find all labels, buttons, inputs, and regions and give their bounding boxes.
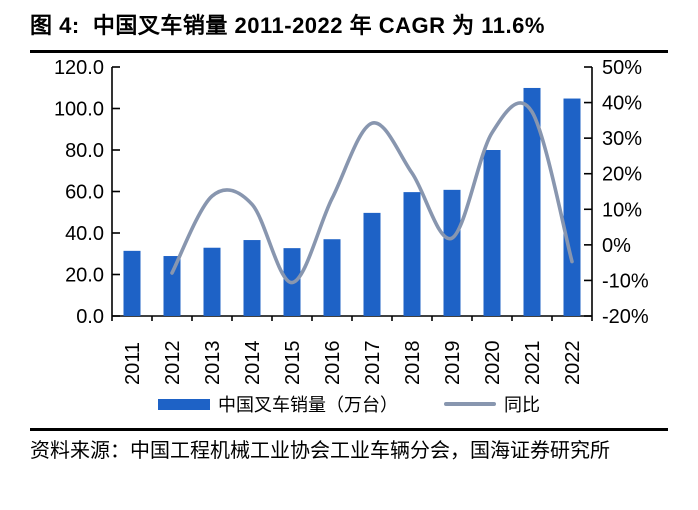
footer-rule xyxy=(30,428,668,431)
x-axis-label-2019: 2019 xyxy=(442,341,464,386)
x-axis-label-2016: 2016 xyxy=(322,341,344,386)
x-axis-label-2018: 2018 xyxy=(402,341,424,386)
x-axis-label-2013: 2013 xyxy=(202,341,224,386)
bar-2022 xyxy=(563,98,581,316)
right-axis-label: 20% xyxy=(602,164,642,186)
x-axis-label-2020: 2020 xyxy=(482,341,504,386)
left-axis-label: 0.0 xyxy=(76,306,104,328)
left-axis-label: 80.0 xyxy=(65,140,104,162)
bar-2021 xyxy=(523,87,541,316)
figure-title: 图 4: 中国叉车销量 2011-2022 年 CAGR 为 11.6% xyxy=(30,13,545,38)
bar-2013 xyxy=(203,247,221,316)
x-axis-label-2011: 2011 xyxy=(122,342,144,385)
bar-2018 xyxy=(403,192,421,316)
source-note: 资料来源：中国工程机械工业协会工业车辆分会，国海证券研究所 xyxy=(30,440,610,462)
bar-2014 xyxy=(243,240,261,316)
right-axis-label: -20% xyxy=(602,306,649,328)
left-axis-label: 40.0 xyxy=(65,223,104,245)
legend-item-yoy: 同比 xyxy=(444,391,540,417)
x-axis-label-2015: 2015 xyxy=(282,341,304,386)
left-axis-label: 120.0 xyxy=(54,57,104,79)
bar-2012 xyxy=(163,256,181,316)
x-axis-label-2017: 2017 xyxy=(362,341,384,386)
bar-2017 xyxy=(363,212,381,316)
right-axis-label: 10% xyxy=(602,199,642,221)
bar-2011 xyxy=(123,250,141,316)
chart-legend: 中国叉车销量（万台） 同比 xyxy=(0,390,698,418)
left-axis-label: 60.0 xyxy=(65,182,104,204)
right-axis-label: 50% xyxy=(602,57,642,79)
x-axis-label-2022: 2022 xyxy=(562,341,584,386)
legend-label-yoy: 同比 xyxy=(504,395,540,415)
title-rule xyxy=(30,50,668,53)
yoy-line xyxy=(170,101,574,285)
x-axis-label-2012: 2012 xyxy=(162,341,184,386)
left-axis-label: 100.0 xyxy=(54,99,104,121)
x-axis-label-2014: 2014 xyxy=(242,341,264,386)
x-axis-label-2021: 2021 xyxy=(522,341,544,386)
right-axis-label: 40% xyxy=(602,93,642,115)
legend-item-sales: 中国叉车销量（万台） xyxy=(158,391,398,417)
right-axis-label: 0% xyxy=(602,235,631,257)
left-axis-label: 20.0 xyxy=(65,265,104,287)
right-axis-label: 30% xyxy=(602,128,642,150)
forklift-sales-combo-chart: 0.0 20.0 40.0 60.0 80.0 100.0 120.0 -20% -10% 0% 1… xyxy=(54,57,649,386)
right-axis-label: -10% xyxy=(602,270,649,292)
legend-label-sales: 中国叉车销量（万台） xyxy=(218,395,398,415)
bar-2020 xyxy=(483,150,501,316)
bar-series-swatch xyxy=(158,398,210,410)
line-series-swatch xyxy=(444,402,496,406)
bar-2016 xyxy=(323,239,341,316)
bar-2019 xyxy=(443,189,461,316)
